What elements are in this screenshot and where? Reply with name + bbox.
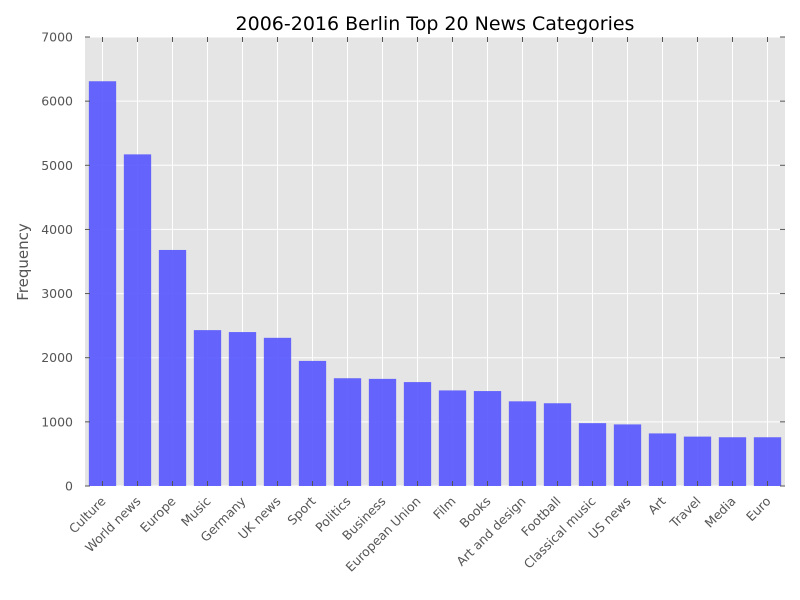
bar-classical-music [578,423,607,486]
bar-us-news [613,424,642,486]
bar-books [473,391,502,486]
x-tick-label: Art [645,493,669,517]
bar-europe [158,249,187,486]
plot-area [85,37,785,486]
bar-politics [333,378,362,486]
bar-music [193,330,222,486]
y-tick-label: 3000 [41,286,73,301]
bar-film [438,390,467,486]
bar-football [543,403,572,486]
x-tick-label: Euro [743,494,774,525]
bar-travel [683,436,712,486]
y-tick-label: 1000 [41,414,73,429]
bar-art-and-design [508,401,537,486]
bar-euro [753,437,782,486]
bar-european-union [403,382,432,486]
bars [88,81,782,487]
y-tick-label: 6000 [41,94,73,109]
bar-media [718,437,747,486]
y-tick-label: 4000 [41,222,73,237]
bar-art [648,433,677,486]
x-tick-label: Europe [137,493,179,535]
bar-culture [88,81,117,486]
y-tick-label: 5000 [41,158,73,173]
bar-sport [298,360,327,486]
bar-business [368,378,397,486]
chart-title: 2006-2016 Berlin Top 20 News Categories [236,13,635,35]
bar-uk-news [263,337,292,486]
y-axis-label: Frequency [14,223,32,301]
x-tick-label: Travel [666,494,704,532]
y-tick-label: 0 [65,479,73,494]
x-tick-label: Film [430,494,459,523]
bar-world-news [123,154,152,487]
y-tick-label: 2000 [41,350,73,365]
y-tick-label: 7000 [41,30,73,45]
bar-germany [228,332,257,486]
x-tick-label: Media [701,494,738,531]
